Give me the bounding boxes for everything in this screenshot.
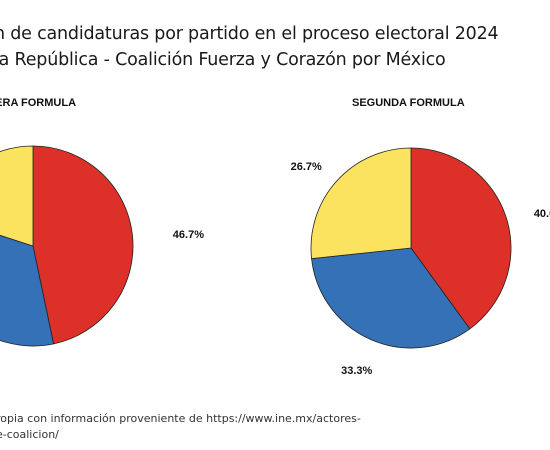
pie-chart-1: 46.7%% bbox=[0, 145, 204, 347]
pie-chart-1-title: MERA FORMULA bbox=[0, 97, 77, 109]
pie-1-slice-1-label: 46.7% bbox=[173, 229, 204, 241]
pie-1-slice-1 bbox=[32, 145, 134, 345]
pie-1-slice-3 bbox=[0, 145, 34, 247]
pie-2-slice-1-label: 40.0% bbox=[534, 208, 550, 220]
source-note-line-2: e-coalicion/ bbox=[0, 428, 59, 441]
pie-2-slice-3 bbox=[310, 147, 412, 260]
chart-title-line-2: la República - Coalición Fuerza y Corazó… bbox=[0, 50, 446, 70]
pie-2-slice-3-label: 26.7% bbox=[291, 161, 322, 173]
chart-title-line-1: n de candidaturas por partido en el proc… bbox=[0, 24, 499, 44]
source-note-line-1: ropia con información proveniente de htt… bbox=[0, 412, 361, 425]
pie-2-slice-1 bbox=[410, 147, 512, 330]
pie-chart-2: 40.0% 33.3% 26.7% bbox=[291, 147, 550, 377]
pie-chart-2-title: SEGUNDA FORMULA bbox=[352, 97, 465, 109]
pie-2-slice-2 bbox=[311, 247, 471, 349]
pie-1-slice-2 bbox=[0, 234, 55, 347]
pie-2-slice-2-label: 33.3% bbox=[341, 365, 372, 377]
